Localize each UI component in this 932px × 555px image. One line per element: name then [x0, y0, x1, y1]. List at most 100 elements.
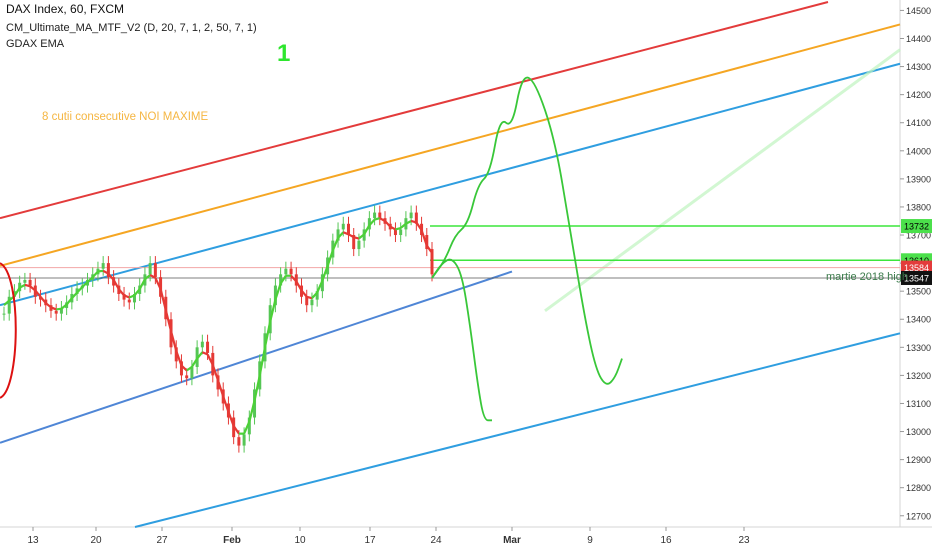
- candle-body: [101, 263, 105, 269]
- x-tick-label: 23: [738, 535, 750, 546]
- indicator-1-label[interactable]: CM_Ultimate_MA_MTF_V2 (D, 20, 7, 1, 2, 5…: [6, 22, 257, 34]
- channel-line-orange: [0, 23, 901, 267]
- ma-segment: [306, 295, 313, 300]
- y-tick-label: 14100: [906, 118, 931, 128]
- candle-body: [305, 296, 309, 306]
- ma-segment: [201, 351, 208, 356]
- annotation-text: 8 cutii consecutive NOI MAXIME: [42, 111, 209, 123]
- ma-segment: [295, 280, 303, 292]
- ma-segment: [60, 303, 68, 310]
- candle-body: [7, 296, 11, 314]
- ma-segment: [34, 289, 42, 298]
- y-tick-label: 13500: [906, 287, 931, 297]
- ma-segment: [425, 244, 433, 254]
- ma-segment: [274, 283, 282, 300]
- ma-segment: [19, 283, 26, 289]
- y-tick-label: 12800: [906, 483, 931, 493]
- ma-segment: [112, 279, 120, 290]
- candle-body: [247, 417, 251, 435]
- candle-body: [315, 291, 319, 300]
- candle-body: [425, 235, 429, 250]
- candle-body: [284, 268, 288, 275]
- price-label-text: 13584: [904, 263, 929, 273]
- ma-segment: [196, 351, 204, 360]
- candle-body: [106, 263, 110, 278]
- ma-segment: [65, 297, 73, 306]
- ma-segment: [384, 220, 392, 228]
- x-tick-label: 10: [294, 535, 306, 546]
- ma-segment: [389, 225, 396, 231]
- ma-segment: [248, 400, 256, 422]
- chart-title: DAX Index, 60, FXCM: [6, 2, 125, 16]
- candle-body: [378, 212, 382, 219]
- ma-segment: [342, 231, 349, 236]
- ma-segment: [311, 291, 318, 299]
- ma-segment: [300, 289, 308, 298]
- x-tick-label: 24: [430, 535, 442, 546]
- ma-segment: [123, 294, 130, 299]
- channel-line-red: [0, 1, 829, 220]
- ma-segment: [269, 299, 277, 322]
- ma-segment: [97, 269, 104, 273]
- x-tick-label: 17: [364, 535, 376, 546]
- candle-body: [190, 366, 194, 379]
- ma-segment: [216, 379, 225, 397]
- y-tick-label: 13100: [906, 399, 931, 409]
- price-label-text: 13732: [904, 222, 929, 232]
- y-axis-ticks: 12700 12800 12900 13000 13100 13200 13300 13400…: [900, 6, 931, 521]
- candle-body: [122, 293, 126, 300]
- projection-alt-path: [431, 258, 492, 422]
- ma-segment: [91, 270, 99, 278]
- x-tick-label: 16: [660, 535, 672, 546]
- ma-segment: [102, 269, 109, 275]
- ma-segment: [149, 274, 156, 279]
- candle-body: [399, 229, 403, 236]
- y-tick-label: 13400: [906, 315, 931, 325]
- x-tick-label: Mar: [503, 535, 521, 546]
- ma-segment: [232, 425, 240, 435]
- projection-paths: [431, 76, 623, 422]
- ma-segment: [243, 421, 251, 435]
- ma-segment: [190, 357, 199, 368]
- candle-body: [414, 212, 418, 224]
- price-label-box: [901, 219, 932, 234]
- candle-body: [346, 223, 350, 236]
- x-tick-label: Feb: [223, 535, 241, 546]
- ma-segment: [405, 220, 412, 225]
- ma-segment: [159, 288, 167, 311]
- ma-segment: [347, 233, 355, 239]
- candle-body: [273, 285, 277, 306]
- ma-segment: [45, 302, 52, 309]
- x-tick-label: 13: [27, 535, 39, 546]
- ma-segment: [258, 347, 267, 376]
- y-tick-label: 14500: [906, 6, 931, 16]
- price-label-text: 13547: [904, 273, 929, 283]
- ma-segment: [13, 287, 21, 297]
- ma-segment: [337, 231, 345, 239]
- ma-segment: [353, 236, 360, 240]
- candle-body: [2, 313, 6, 315]
- projection-main-path: [431, 76, 623, 385]
- x-tick-label: 20: [90, 535, 102, 546]
- ma-segment: [410, 219, 417, 224]
- ma-segment: [399, 222, 407, 229]
- ma-segment: [169, 330, 178, 352]
- ma-segment: [24, 283, 31, 288]
- ma-segment: [331, 237, 340, 251]
- ma-segment: [279, 275, 287, 285]
- ma-segment: [379, 217, 386, 222]
- ma-segment: [290, 274, 298, 283]
- x-tick-label: 27: [156, 535, 168, 546]
- indicator-2-label[interactable]: GDAX EMA: [6, 38, 65, 50]
- candle-body: [242, 434, 246, 446]
- candle-body: [430, 249, 434, 275]
- ma-segment: [3, 299, 10, 307]
- channel-line-blue-mid: [0, 270, 513, 444]
- candle-body: [336, 229, 340, 241]
- candle-body: [28, 279, 32, 286]
- candle-body: [341, 223, 345, 230]
- candle-body: [200, 341, 204, 348]
- ma-segment: [107, 272, 115, 281]
